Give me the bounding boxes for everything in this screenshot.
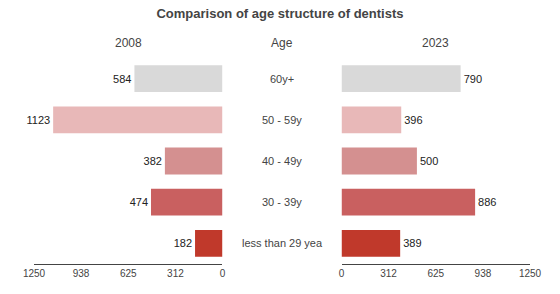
svg-text:382: 382 [144, 155, 162, 167]
svg-text:790: 790 [464, 73, 482, 85]
svg-text:584: 584 [113, 73, 131, 85]
svg-text:30 - 39y: 30 - 39y [262, 196, 302, 208]
svg-text:1250: 1250 [23, 268, 46, 279]
svg-text:1123: 1123 [26, 114, 50, 126]
svg-text:625: 625 [427, 268, 444, 279]
svg-text:312: 312 [380, 268, 397, 279]
svg-text:938: 938 [73, 268, 90, 279]
svg-text:less than 29 yea: less than 29 yea [242, 237, 323, 249]
svg-text:40 - 49y: 40 - 49y [262, 155, 302, 167]
svg-text:0: 0 [220, 268, 226, 279]
svg-text:0: 0 [339, 268, 345, 279]
svg-text:625: 625 [120, 268, 137, 279]
svg-text:182: 182 [174, 237, 192, 249]
svg-text:312: 312 [167, 268, 184, 279]
svg-text:389: 389 [403, 237, 421, 249]
svg-text:Age: Age [271, 36, 293, 50]
svg-text:2023: 2023 [422, 36, 449, 50]
svg-text:500: 500 [420, 155, 438, 167]
svg-text:886: 886 [478, 196, 496, 208]
svg-text:474: 474 [130, 196, 148, 208]
svg-text:Comparison of age structure of: Comparison of age structure of dentists [156, 6, 403, 21]
svg-text:60y+: 60y+ [270, 73, 294, 85]
svg-text:1250: 1250 [519, 268, 542, 279]
svg-text:396: 396 [404, 114, 422, 126]
svg-text:2008: 2008 [115, 36, 142, 50]
svg-text:50 - 59y: 50 - 59y [262, 114, 302, 126]
svg-text:938: 938 [475, 268, 492, 279]
